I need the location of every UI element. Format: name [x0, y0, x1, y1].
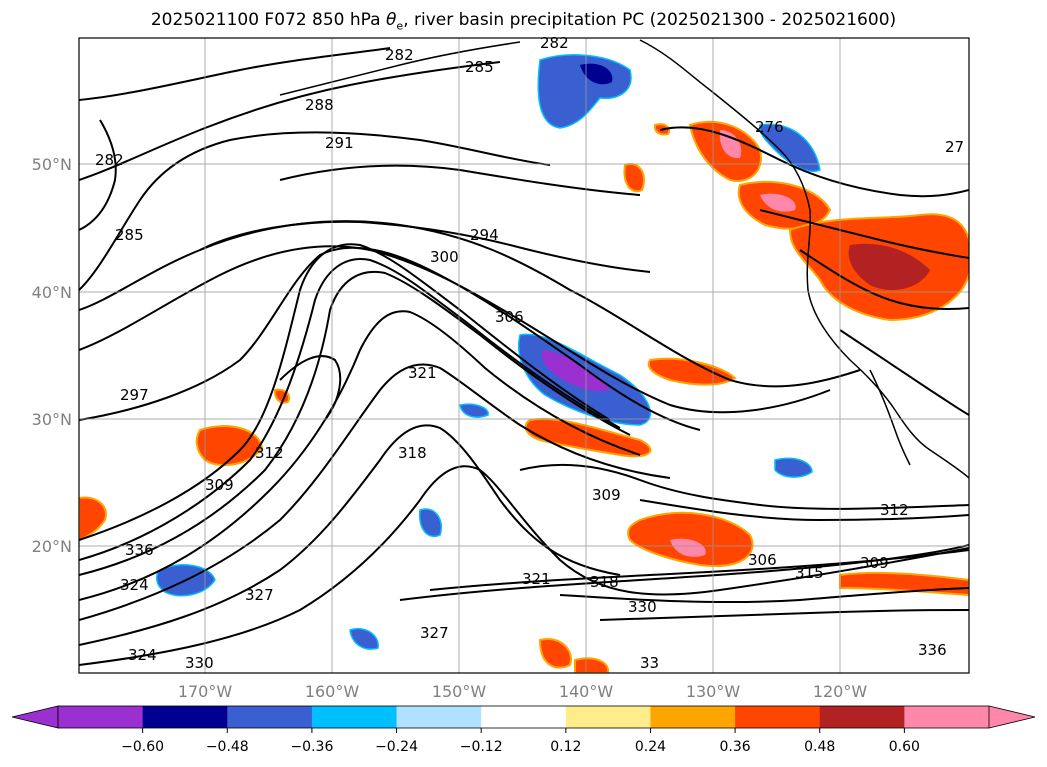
- colorbar-segment: [227, 706, 313, 728]
- contour-label-group: 282 282 285 288 291 282 285 294 300 306 …: [95, 34, 964, 672]
- contour-label: 297: [120, 386, 149, 404]
- lon-label-140w: 140°W: [559, 682, 614, 701]
- colorbar-tick-label: 0.60: [889, 739, 920, 755]
- colorbar-tick-label: −0.24: [375, 739, 418, 755]
- contour-label: 282: [540, 34, 569, 52]
- colorbar-tick-label: −0.48: [206, 739, 249, 755]
- contour-label: 330: [628, 598, 657, 616]
- colorbar-segment: [904, 706, 990, 728]
- map-title: 2025021100 F072 850 hPa θe, river basin …: [150, 10, 897, 33]
- contour-label: 318: [590, 573, 619, 591]
- colorbar-segment: [819, 706, 905, 728]
- contour-label: 321: [408, 364, 437, 382]
- map-frame: [78, 37, 970, 674]
- colorbar: −0.60 −0.48 −0.36 −0.24 −0.12 0.12 0.24 0.36 0.4…: [11, 705, 1036, 755]
- contour-label: 312: [255, 444, 284, 462]
- colorbar-tick-label: −0.60: [121, 739, 164, 755]
- contour-label: 309: [592, 486, 621, 504]
- contour-label: 324: [128, 646, 157, 664]
- colorbar-tick-label: 0.48: [804, 739, 835, 755]
- contour-label: 282: [385, 46, 414, 64]
- contour-label: 306: [495, 308, 524, 326]
- contour-label: 327: [245, 586, 274, 604]
- lon-label-150w: 150°W: [432, 682, 487, 701]
- contour-label: 330: [185, 654, 214, 672]
- contour-label: 327: [420, 624, 449, 642]
- contour-label: 309: [205, 476, 234, 494]
- colorbar-segment: [650, 706, 736, 728]
- contour-label: 276: [755, 118, 784, 136]
- contour-label: 27: [945, 138, 964, 156]
- colorbar-tick-label: −0.36: [290, 739, 333, 755]
- lon-label-120w: 120°W: [813, 682, 868, 701]
- contour-label: 288: [305, 96, 334, 114]
- colorbar-segment: [735, 706, 821, 728]
- coastlines: [279, 39, 969, 479]
- contour-label: 306: [748, 551, 777, 569]
- colorbar-tick-label: 0.36: [720, 739, 751, 755]
- theta-e-contours: [79, 47, 969, 666]
- lon-label-160w: 160°W: [305, 682, 360, 701]
- contour-label: 33: [640, 654, 659, 672]
- contour-label: 318: [398, 444, 427, 462]
- colorbar-segment: [396, 706, 482, 728]
- contour-label: 336: [125, 541, 154, 559]
- contour-label: 336: [918, 641, 947, 659]
- contour-label: 312: [880, 501, 909, 519]
- contour-label: 315: [795, 564, 824, 582]
- lat-label-20n: 20°N: [32, 537, 72, 556]
- colorbar-extend-high: [988, 705, 1036, 729]
- contour-label: 321: [522, 570, 551, 588]
- lat-label-50n: 50°N: [32, 155, 72, 174]
- contour-label: 282: [95, 151, 124, 169]
- colorbar-tick-label: 0.24: [635, 739, 666, 755]
- contour-label: 309: [860, 554, 889, 572]
- contour-label: 291: [325, 134, 354, 152]
- colorbar-segment: [565, 706, 651, 728]
- colorbar-segment: [311, 706, 398, 728]
- lon-label-130w: 130°W: [686, 682, 741, 701]
- colorbar-tick-label: 0.12: [550, 739, 581, 755]
- colorbar-segment: [58, 706, 144, 728]
- lat-label-30n: 30°N: [32, 410, 72, 429]
- colorbar-extend-low: [11, 705, 59, 729]
- contour-label: 294: [470, 226, 499, 244]
- contour-label: 285: [115, 226, 144, 244]
- lat-label-40n: 40°N: [32, 283, 72, 302]
- colorbar-segment: [142, 706, 228, 728]
- colorbar-frame: [57, 705, 990, 729]
- precip-shading: [79, 54, 969, 673]
- lon-label-170w: 170°W: [178, 682, 233, 701]
- graticule: [79, 38, 969, 673]
- colorbar-tick-label: −0.12: [460, 739, 503, 755]
- contour-label: 300: [430, 248, 459, 266]
- contour-label: 285: [465, 58, 494, 76]
- contour-label: 324: [120, 576, 149, 594]
- colorbar-segment: [481, 706, 567, 728]
